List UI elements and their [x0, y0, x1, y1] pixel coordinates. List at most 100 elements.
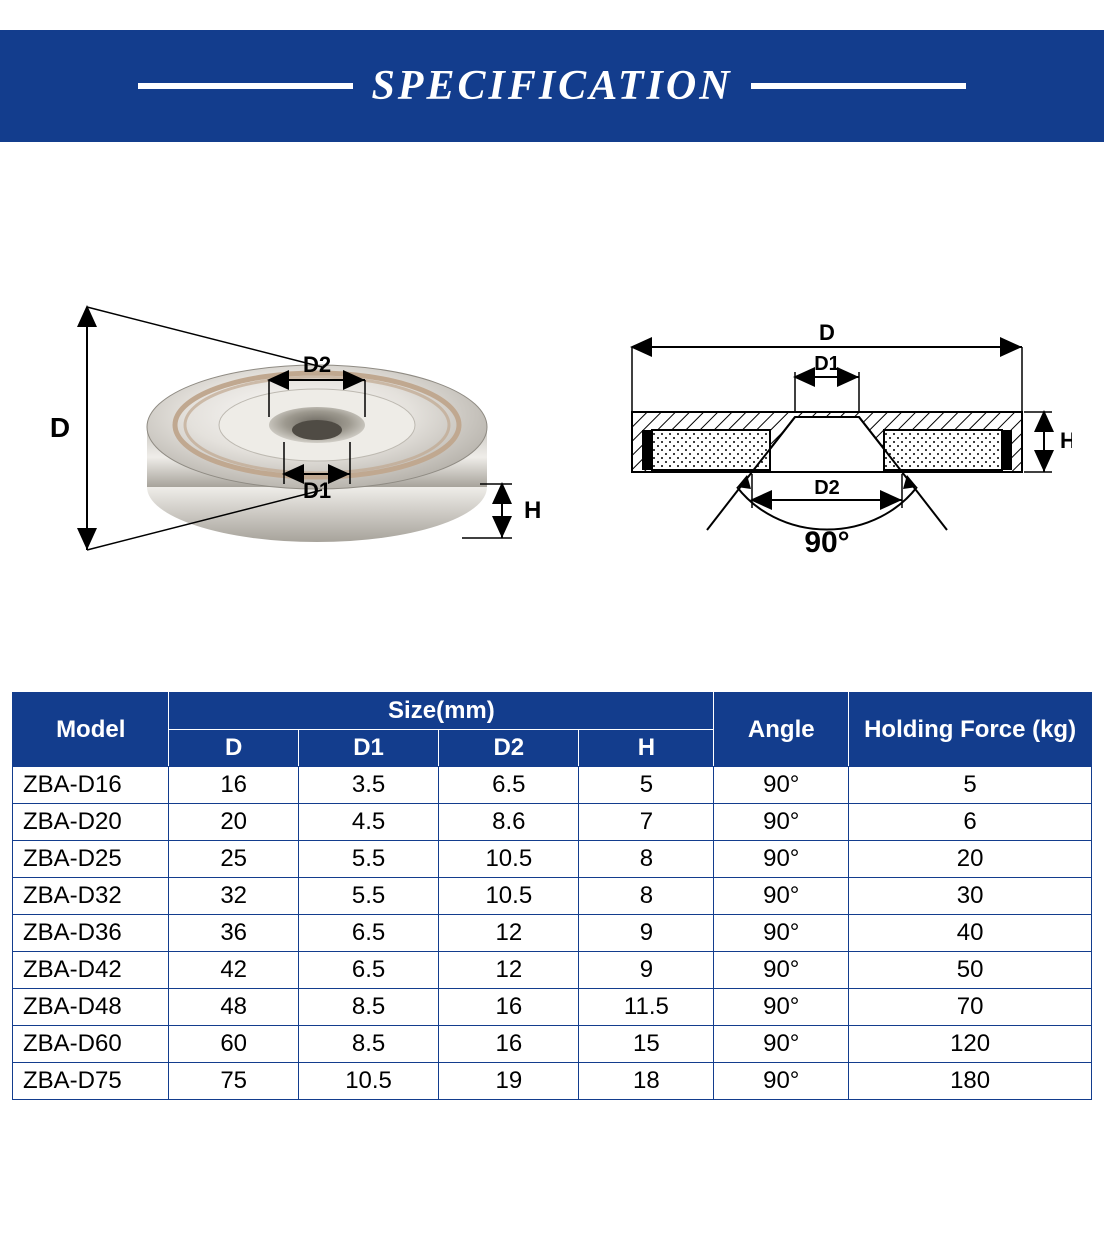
table-row: ZBA-D36366.512990°40	[13, 915, 1092, 952]
cell-value: 9	[579, 915, 714, 952]
th-size-d2: D2	[439, 730, 579, 767]
table-row: ZBA-D32325.510.5890°30	[13, 878, 1092, 915]
cell-value: 90°	[714, 767, 849, 804]
cell-value: 5	[579, 767, 714, 804]
cell-value: 9	[579, 952, 714, 989]
cell-value: 10.5	[439, 841, 579, 878]
cell-value: 90°	[714, 1026, 849, 1063]
cell-value: 16	[169, 767, 298, 804]
label-h-right: H	[1060, 428, 1072, 453]
label-d2-right: D2	[814, 477, 840, 499]
cell-value: 11.5	[579, 989, 714, 1026]
disc-3d: D1 D2 D H	[50, 307, 541, 550]
cell-value: 7	[579, 804, 714, 841]
spec-banner: SPECIFICATION	[0, 30, 1104, 142]
cell-value: 18	[579, 1063, 714, 1100]
th-size-d1: D1	[298, 730, 438, 767]
cell-model: ZBA-D16	[13, 767, 169, 804]
cell-value: 4.5	[298, 804, 438, 841]
cell-model: ZBA-D20	[13, 804, 169, 841]
cell-value: 5.5	[298, 841, 438, 878]
spec-table: Model Size(mm) Angle Holding Force (kg) …	[12, 692, 1092, 1100]
cell-value: 8	[579, 878, 714, 915]
label-d-right: D	[819, 320, 835, 345]
table-row: ZBA-D42426.512990°50	[13, 952, 1092, 989]
cell-value: 10.5	[298, 1063, 438, 1100]
label-d2-left: D2	[303, 352, 331, 377]
banner-rule-right	[751, 83, 966, 89]
cell-value: 16	[439, 1026, 579, 1063]
banner-title: SPECIFICATION	[371, 62, 732, 110]
cell-model: ZBA-D25	[13, 841, 169, 878]
cell-value: 19	[439, 1063, 579, 1100]
cell-model: ZBA-D42	[13, 952, 169, 989]
cell-model: ZBA-D32	[13, 878, 169, 915]
spec-tbody: ZBA-D16163.56.5590°5ZBA-D20204.58.6790°6…	[13, 767, 1092, 1100]
cross-section: D D1 H D2 90°	[632, 320, 1072, 559]
cell-value: 12	[439, 952, 579, 989]
label-h-left: H	[524, 497, 541, 524]
th-model: Model	[13, 693, 169, 767]
spec-thead: Model Size(mm) Angle Holding Force (kg) …	[13, 693, 1092, 767]
cell-value: 90°	[714, 841, 849, 878]
cell-value: 15	[579, 1026, 714, 1063]
cell-value: 12	[439, 915, 579, 952]
cell-value: 60	[169, 1026, 298, 1063]
table-row: ZBA-D16163.56.5590°5	[13, 767, 1092, 804]
th-force: Holding Force (kg)	[849, 693, 1092, 767]
cell-value: 90°	[714, 952, 849, 989]
cell-value: 70	[849, 989, 1092, 1026]
cell-value: 50	[849, 952, 1092, 989]
cell-value: 40	[849, 915, 1092, 952]
th-size-group: Size(mm)	[169, 693, 714, 730]
cell-value: 10.5	[439, 878, 579, 915]
cell-value: 8.5	[298, 989, 438, 1026]
label-d-left: D	[50, 412, 70, 443]
cell-model: ZBA-D60	[13, 1026, 169, 1063]
cell-value: 20	[169, 804, 298, 841]
dimension-diagram: D1 D2 D H D D1	[0, 142, 1104, 692]
cell-model: ZBA-D48	[13, 989, 169, 1026]
cell-value: 120	[849, 1026, 1092, 1063]
cell-value: 8	[579, 841, 714, 878]
cell-value: 6.5	[298, 952, 438, 989]
cell-value: 25	[169, 841, 298, 878]
cell-value: 75	[169, 1063, 298, 1100]
th-size-d: D	[169, 730, 298, 767]
cell-value: 36	[169, 915, 298, 952]
cell-value: 6.5	[298, 915, 438, 952]
cell-model: ZBA-D36	[13, 915, 169, 952]
table-row: ZBA-D48488.51611.590°70	[13, 989, 1092, 1026]
th-angle: Angle	[714, 693, 849, 767]
cell-value: 90°	[714, 804, 849, 841]
table-row: ZBA-D20204.58.6790°6	[13, 804, 1092, 841]
label-angle: 90°	[804, 526, 849, 559]
cell-value: 6.5	[439, 767, 579, 804]
cell-value: 180	[849, 1063, 1092, 1100]
cell-value: 8.5	[298, 1026, 438, 1063]
table-row: ZBA-D25255.510.5890°20	[13, 841, 1092, 878]
cell-value: 8.6	[439, 804, 579, 841]
cell-value: 90°	[714, 878, 849, 915]
cell-value: 20	[849, 841, 1092, 878]
cell-value: 5.5	[298, 878, 438, 915]
cell-value: 6	[849, 804, 1092, 841]
table-row: ZBA-D60608.5161590°120	[13, 1026, 1092, 1063]
cell-value: 3.5	[298, 767, 438, 804]
cell-value: 90°	[714, 1063, 849, 1100]
banner-rule-left	[138, 83, 353, 89]
cell-value: 48	[169, 989, 298, 1026]
cell-model: ZBA-D75	[13, 1063, 169, 1100]
cell-value: 90°	[714, 989, 849, 1026]
cell-value: 5	[849, 767, 1092, 804]
table-row: ZBA-D757510.5191890°180	[13, 1063, 1092, 1100]
cell-value: 90°	[714, 915, 849, 952]
cell-value: 32	[169, 878, 298, 915]
label-d1-right: D1	[814, 353, 840, 375]
cell-value: 30	[849, 878, 1092, 915]
diagram-svg: D1 D2 D H D D1	[32, 212, 1072, 632]
cell-value: 42	[169, 952, 298, 989]
cell-value: 16	[439, 989, 579, 1026]
label-d1-left: D1	[303, 478, 331, 503]
th-size-h: H	[579, 730, 714, 767]
